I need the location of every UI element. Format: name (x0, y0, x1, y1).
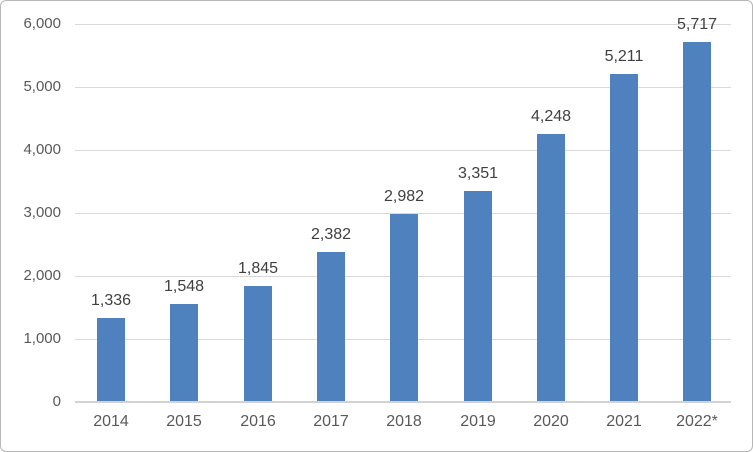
gridline (75, 213, 731, 214)
bar-value-label: 2,982 (383, 188, 425, 205)
bar (317, 252, 345, 401)
bar-value-label: 1,548 (163, 278, 205, 295)
bar (683, 42, 711, 401)
y-axis-tick-label: 1,000 (23, 330, 61, 347)
bar-value-label: 3,351 (457, 165, 499, 182)
x-axis-category-label: 2021 (606, 413, 642, 430)
x-axis-category-label: 2018 (386, 413, 422, 430)
x-axis-category-label: 2017 (313, 413, 349, 430)
gridline (75, 87, 731, 88)
y-axis-tick-label: 6,000 (23, 15, 61, 32)
x-axis-category-label: 2022* (676, 413, 718, 430)
x-axis-line (75, 401, 731, 403)
bar (170, 304, 198, 401)
gridline (75, 150, 731, 151)
bar (97, 318, 125, 401)
bar-value-label: 1,845 (237, 260, 279, 277)
y-axis-tick-label: 5,000 (23, 78, 61, 95)
bar-value-label: 5,717 (676, 16, 718, 33)
bar-value-label: 2,382 (310, 226, 352, 243)
x-axis-category-label: 2016 (240, 413, 276, 430)
y-axis-tick-label: 4,000 (23, 141, 61, 158)
y-axis-tick-label: 3,000 (23, 204, 61, 221)
x-axis-category-label: 2019 (460, 413, 496, 430)
y-axis-tick-label: 0 (52, 393, 61, 410)
x-axis-category-label: 2020 (533, 413, 569, 430)
bar (244, 286, 272, 401)
bar-value-label: 5,211 (604, 48, 644, 65)
bar (464, 191, 492, 401)
bar (537, 134, 565, 401)
gridline (75, 24, 731, 25)
x-axis-category-label: 2015 (166, 413, 202, 430)
bar-value-label: 4,248 (530, 108, 572, 125)
x-axis-category-label: 2014 (93, 413, 129, 430)
y-axis-tick-label: 2,000 (23, 267, 61, 284)
bar (390, 214, 418, 401)
bar-value-label: 1,336 (90, 292, 132, 309)
bar (610, 74, 638, 401)
